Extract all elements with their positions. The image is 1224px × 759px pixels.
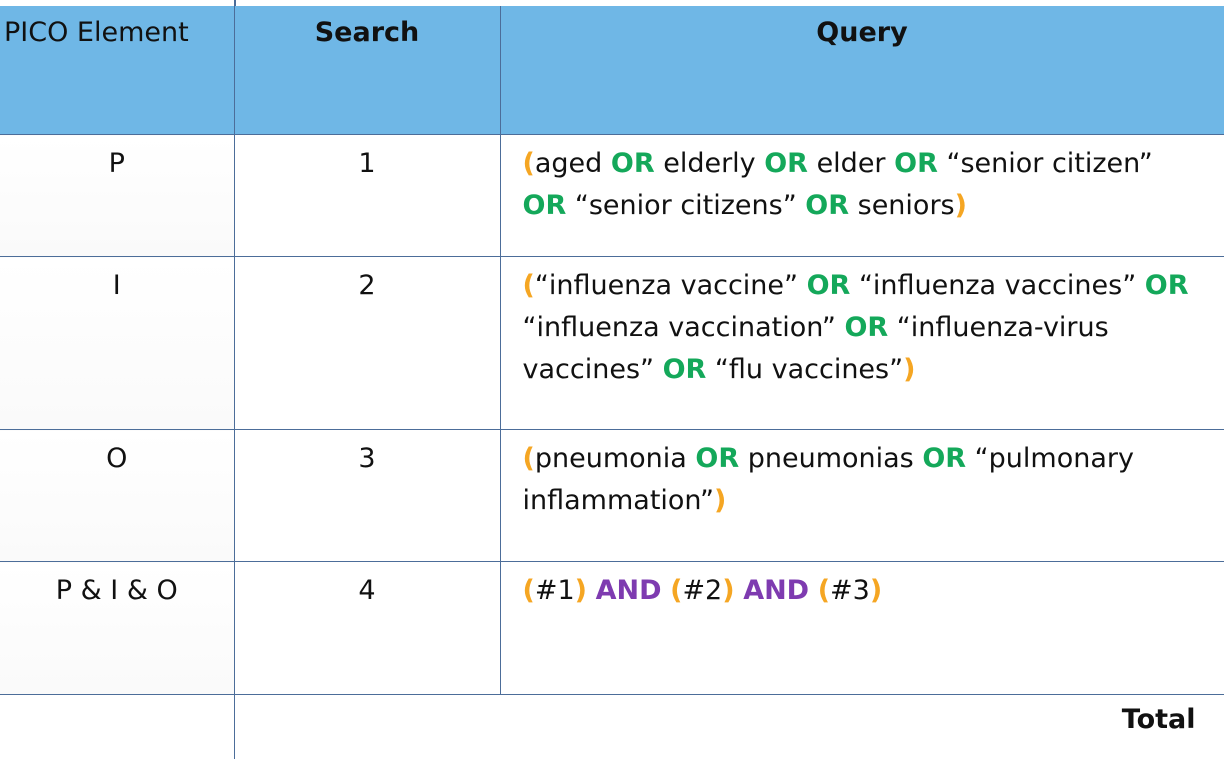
query-cell: (“influenza vaccine” OR “influenza vacci…: [499, 256, 1224, 430]
query-term: #3: [830, 575, 870, 606]
query-term: “flu vaccines”: [706, 354, 904, 385]
or-operator: OR: [662, 354, 707, 385]
query-term: seniors: [849, 190, 955, 221]
total-row-empty-cell: [0, 694, 235, 759]
search-number-cell: 3: [233, 429, 501, 562]
table-row: I 2 (“influenza vaccine” OR “influenza v…: [0, 256, 1224, 430]
parenthesis: (: [670, 575, 683, 606]
pico-cell: P & I & O: [0, 561, 235, 695]
header-row: PICO Element Search Query: [0, 6, 1224, 135]
query-term: pneumonias: [739, 443, 923, 474]
total-row: Total: [0, 694, 1224, 759]
query-term: [587, 575, 596, 606]
query-term: “influenza-virus vaccines”: [522, 312, 1109, 385]
header-query: Query: [499, 6, 1224, 135]
or-operator: OR: [695, 443, 740, 474]
total-label: Total: [233, 694, 1224, 759]
header-pico-element: PICO Element: [0, 6, 235, 135]
pico-search-table: PICO Element Search Query P 1 (aged OR e…: [0, 6, 1224, 759]
query-term: [662, 575, 671, 606]
search-number-cell: 4: [233, 561, 501, 695]
or-operator: OR: [806, 270, 851, 301]
parenthesis: (: [522, 443, 535, 474]
or-operator: OR: [764, 148, 808, 179]
parenthesis: (: [522, 148, 535, 179]
pico-cell: P: [0, 134, 235, 257]
column-divider-top: [234, 0, 236, 6]
parenthesis: ): [903, 354, 916, 385]
query-term: [735, 575, 744, 606]
query-term: “influenza vaccine”: [534, 270, 807, 301]
pico-cell: O: [0, 429, 235, 562]
query-term: “influenza vaccines”: [850, 270, 1145, 301]
query-term: [809, 575, 818, 606]
parenthesis: ): [869, 575, 883, 606]
parenthesis: ): [954, 190, 967, 221]
or-operator: OR: [805, 190, 850, 221]
query-cell: (#1) AND (#2) AND (#3): [499, 561, 1224, 695]
query-term: elderly: [654, 148, 765, 179]
or-operator: OR: [1144, 270, 1189, 301]
query-term: #1: [534, 575, 575, 606]
and-operator: AND: [743, 575, 810, 606]
or-operator: OR: [844, 312, 889, 343]
parenthesis: (: [522, 270, 535, 301]
table-row: P & I & O 4 (#1) AND (#2) AND (#3): [0, 561, 1224, 695]
pico-cell: I: [0, 256, 235, 430]
query-term: “pulmonary inflammation”: [522, 443, 1134, 516]
query-term: elder: [807, 148, 895, 179]
search-number-cell: 1: [233, 134, 501, 257]
parenthesis: (: [522, 575, 535, 606]
query-cell: (aged OR elderly OR elder OR “senior cit…: [499, 134, 1224, 257]
and-operator: AND: [595, 575, 662, 606]
parenthesis: (: [817, 575, 831, 606]
query-cell: (pneumonia OR pneumonias OR “pulmonary i…: [499, 429, 1224, 562]
or-operator: OR: [610, 148, 655, 179]
parenthesis: ): [722, 575, 735, 606]
query-term: “influenza vaccination”: [522, 312, 845, 343]
query-term: #2: [682, 575, 723, 606]
table-row: O 3 (pneumonia OR pneumonias OR “pulmona…: [0, 429, 1224, 562]
table-row: P 1 (aged OR elderly OR elder OR “senior…: [0, 134, 1224, 257]
header-search: Search: [233, 6, 501, 135]
parenthesis: ): [574, 575, 587, 606]
or-operator: OR: [894, 148, 938, 179]
parenthesis: ): [714, 485, 727, 516]
query-term: “senior citizen”: [937, 148, 1153, 179]
search-number-cell: 2: [233, 256, 501, 430]
or-operator: OR: [922, 443, 967, 474]
query-term: “senior citizens”: [566, 190, 806, 221]
query-term: aged: [534, 148, 611, 179]
query-term: pneumonia: [534, 443, 696, 474]
or-operator: OR: [522, 190, 567, 221]
